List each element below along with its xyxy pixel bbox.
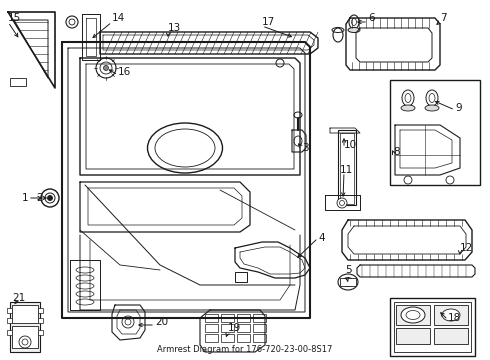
Bar <box>221 324 234 332</box>
Ellipse shape <box>337 198 347 208</box>
Text: 21: 21 <box>12 293 25 303</box>
Bar <box>38 308 43 313</box>
Text: 4: 4 <box>318 233 325 243</box>
Bar <box>7 330 12 335</box>
Text: 9: 9 <box>455 103 462 113</box>
Ellipse shape <box>147 123 222 173</box>
Text: 12: 12 <box>460 243 473 253</box>
Ellipse shape <box>426 90 438 106</box>
Ellipse shape <box>103 66 108 71</box>
Ellipse shape <box>96 58 116 78</box>
Text: 20: 20 <box>155 317 168 327</box>
Bar <box>434 328 468 344</box>
Bar <box>253 314 266 322</box>
Bar <box>237 314 250 322</box>
Bar <box>390 80 480 185</box>
Text: 19: 19 <box>228 323 241 333</box>
Bar <box>12 305 38 323</box>
Bar <box>338 130 356 205</box>
Ellipse shape <box>401 307 425 323</box>
Text: 16: 16 <box>118 67 131 77</box>
Text: 1: 1 <box>22 193 28 203</box>
Bar <box>396 305 430 325</box>
Text: 7: 7 <box>440 13 446 23</box>
Text: 5: 5 <box>345 265 352 275</box>
Bar <box>12 326 38 348</box>
Ellipse shape <box>294 112 302 118</box>
Ellipse shape <box>425 105 439 111</box>
Bar <box>7 308 12 313</box>
Text: 2: 2 <box>36 193 43 203</box>
Bar <box>10 78 26 86</box>
Ellipse shape <box>276 59 284 67</box>
Text: 13: 13 <box>168 23 181 33</box>
Bar <box>394 302 471 352</box>
Ellipse shape <box>442 309 460 321</box>
Ellipse shape <box>66 16 78 28</box>
Bar <box>253 324 266 332</box>
Bar <box>7 318 12 323</box>
Text: Armrest Diagram for 176-720-23-00-8S17: Armrest Diagram for 176-720-23-00-8S17 <box>157 345 333 354</box>
Bar <box>390 298 475 356</box>
Ellipse shape <box>333 28 343 42</box>
Text: 8: 8 <box>393 147 400 157</box>
Bar <box>205 334 218 342</box>
Bar <box>205 314 218 322</box>
Text: 11: 11 <box>340 165 353 175</box>
Text: 18: 18 <box>448 313 461 323</box>
Text: 17: 17 <box>262 17 275 27</box>
Bar <box>10 302 40 352</box>
Ellipse shape <box>402 90 414 106</box>
Text: 15: 15 <box>8 13 21 23</box>
Ellipse shape <box>338 274 358 290</box>
Bar <box>205 324 218 332</box>
Ellipse shape <box>349 15 359 29</box>
Text: 14: 14 <box>112 13 125 23</box>
Bar <box>221 334 234 342</box>
Bar <box>253 334 266 342</box>
Bar <box>237 334 250 342</box>
Bar <box>38 330 43 335</box>
Text: 10: 10 <box>344 140 357 150</box>
Bar <box>237 324 250 332</box>
Ellipse shape <box>48 195 52 201</box>
Ellipse shape <box>401 105 415 111</box>
Bar <box>235 272 247 282</box>
Bar <box>221 314 234 322</box>
Bar <box>396 328 430 344</box>
Text: 6: 6 <box>368 13 375 23</box>
Text: 3: 3 <box>302 143 309 153</box>
Bar <box>38 318 43 323</box>
Ellipse shape <box>41 189 59 207</box>
Bar <box>340 133 354 204</box>
Bar <box>340 278 356 286</box>
Ellipse shape <box>19 336 31 348</box>
Bar <box>434 305 468 325</box>
Ellipse shape <box>348 27 360 32</box>
